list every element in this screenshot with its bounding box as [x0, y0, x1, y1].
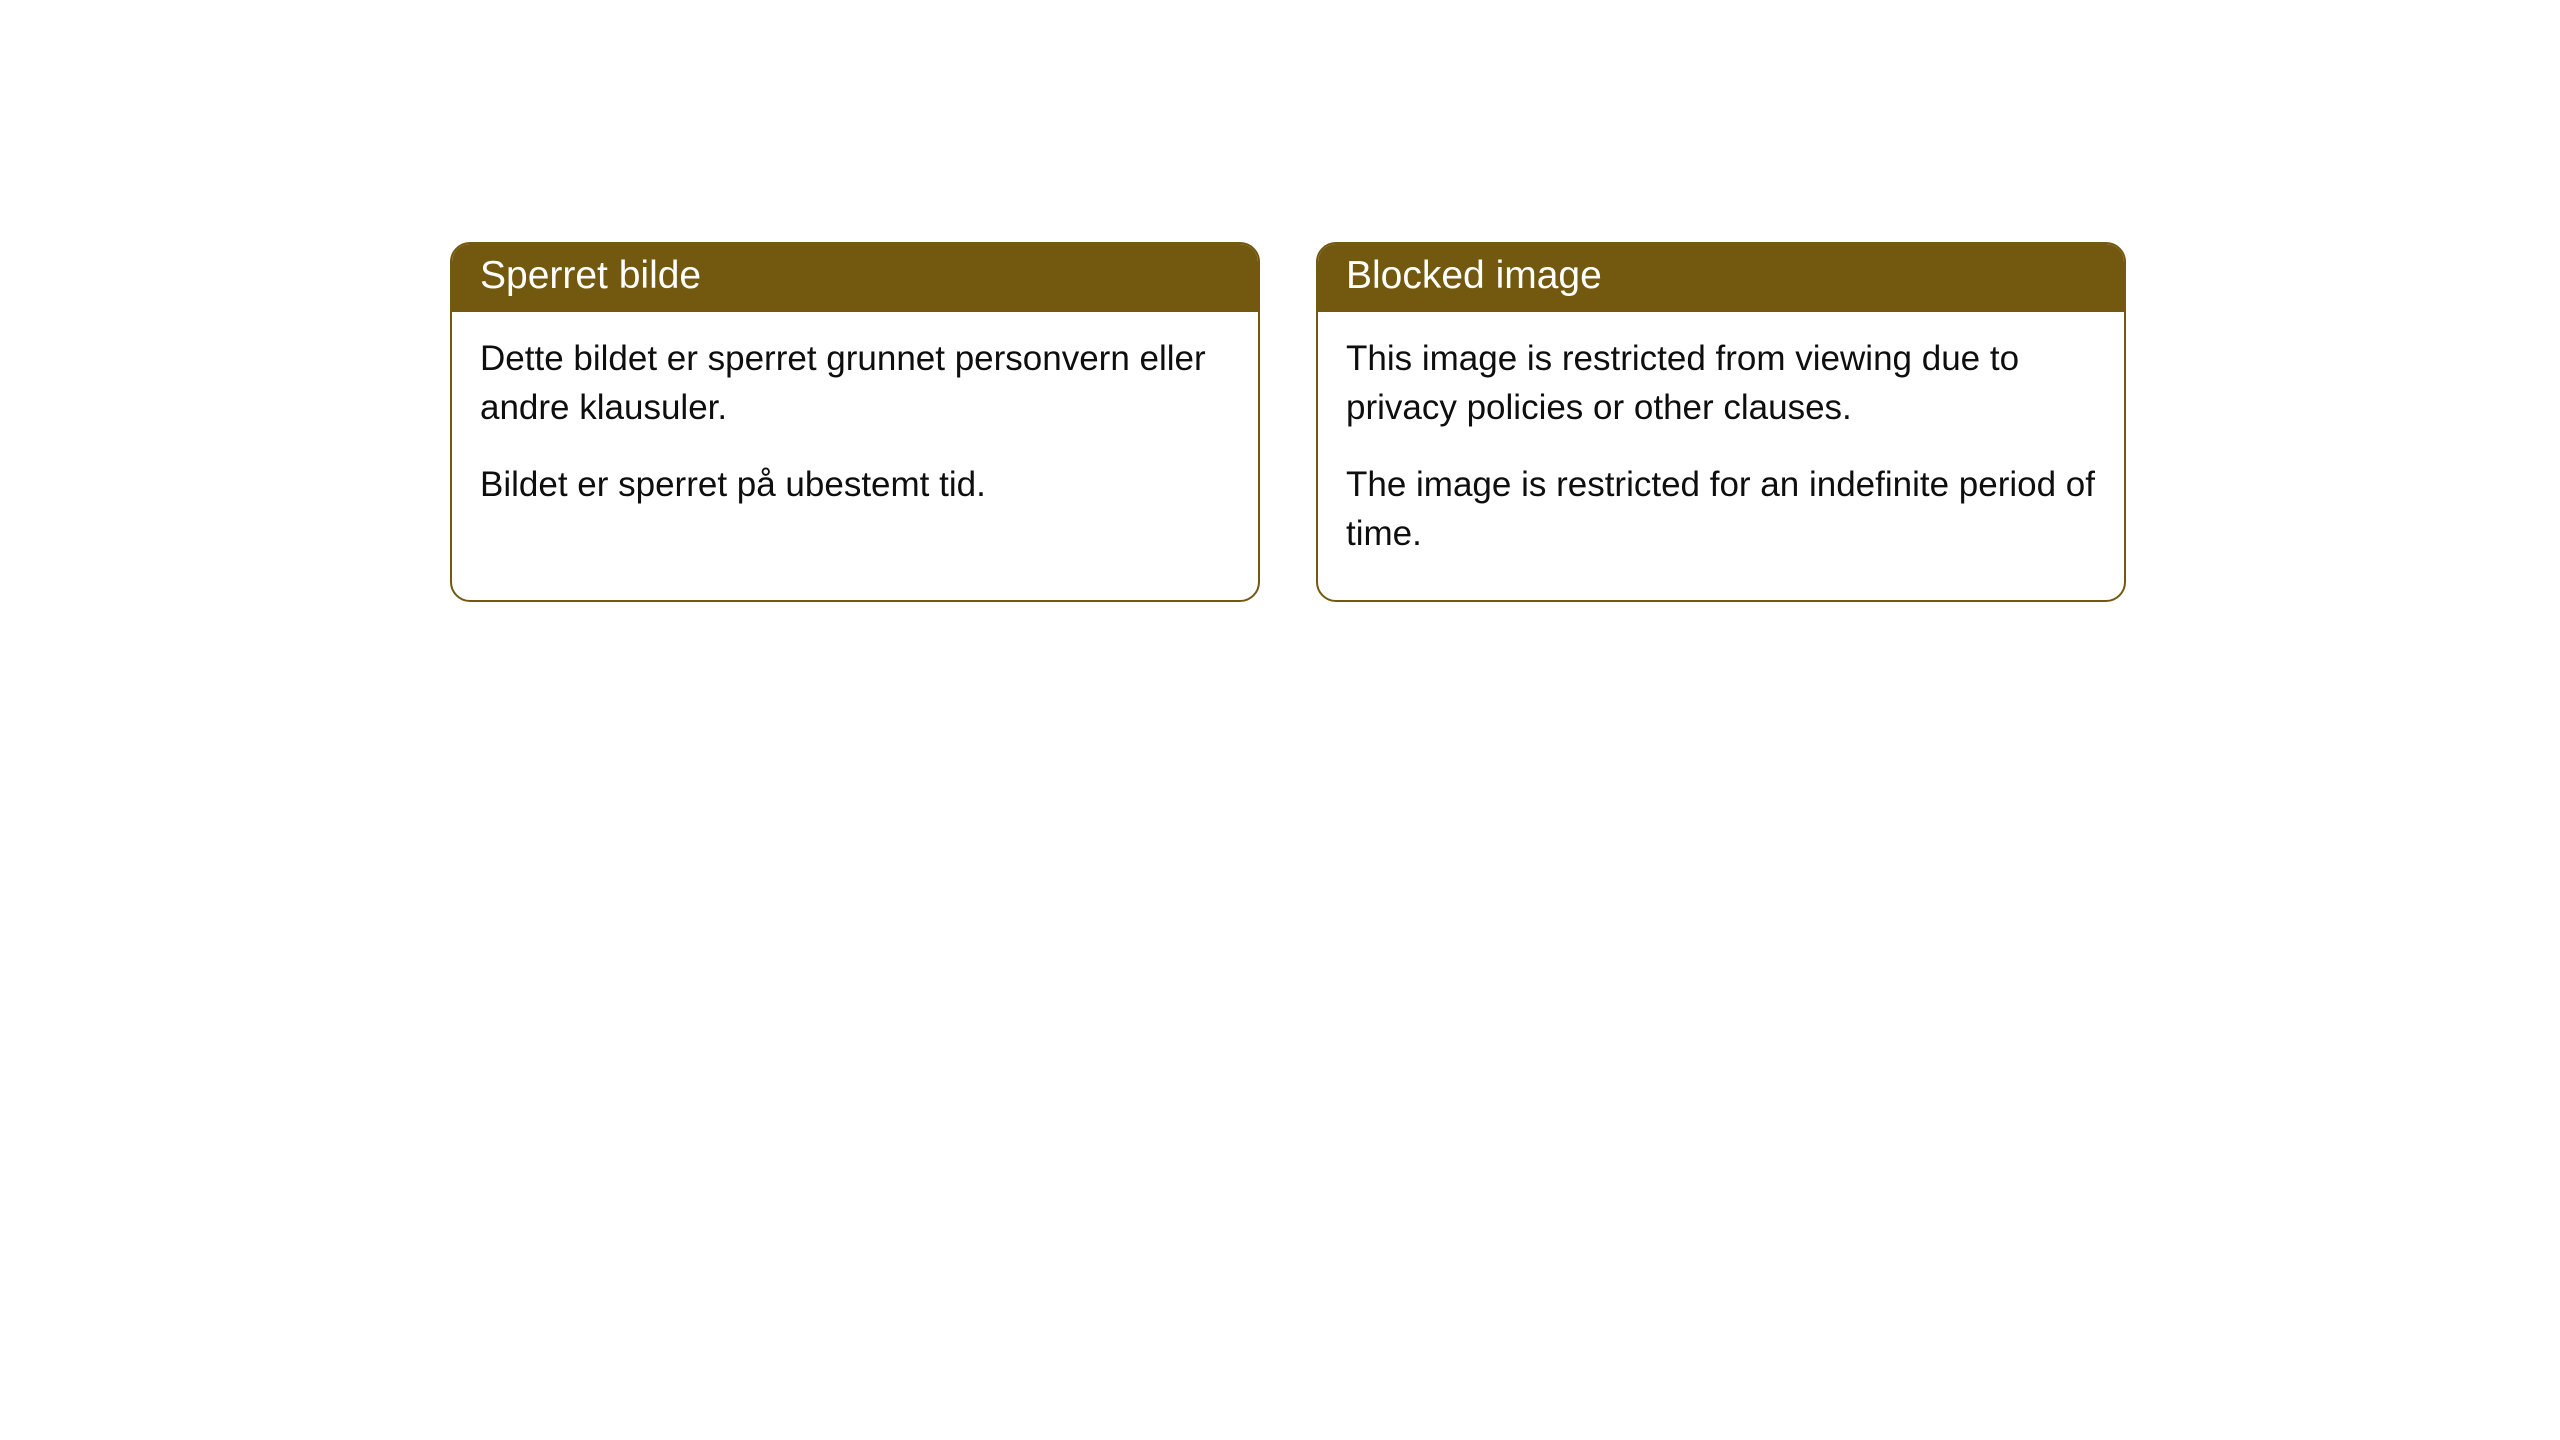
card-body-english: This image is restricted from viewing du… — [1318, 312, 2124, 600]
card-body-norwegian: Dette bildet er sperret grunnet personve… — [452, 312, 1258, 551]
card-title-norwegian: Sperret bilde — [452, 244, 1258, 312]
card-paragraph-2-english: The image is restricted for an indefinit… — [1346, 460, 2096, 558]
card-norwegian: Sperret bilde Dette bildet er sperret gr… — [450, 242, 1260, 602]
card-title-english: Blocked image — [1318, 244, 2124, 312]
card-paragraph-1-norwegian: Dette bildet er sperret grunnet personve… — [480, 334, 1230, 432]
card-english: Blocked image This image is restricted f… — [1316, 242, 2126, 602]
card-paragraph-1-english: This image is restricted from viewing du… — [1346, 334, 2096, 432]
card-paragraph-2-norwegian: Bildet er sperret på ubestemt tid. — [480, 460, 1230, 509]
cards-container: Sperret bilde Dette bildet er sperret gr… — [0, 0, 2560, 602]
